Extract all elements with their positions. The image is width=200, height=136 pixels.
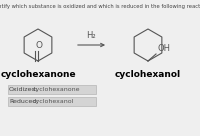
Text: cyclohexanone: cyclohexanone	[33, 87, 80, 92]
FancyBboxPatch shape	[8, 97, 96, 106]
Text: OH: OH	[157, 44, 170, 53]
Text: cyclohexanol: cyclohexanol	[33, 99, 74, 104]
Text: cyclohexanone: cyclohexanone	[0, 70, 76, 79]
Text: Reduced:: Reduced:	[9, 99, 38, 104]
Text: cyclohexanol: cyclohexanol	[115, 70, 181, 79]
Text: O: O	[36, 41, 42, 50]
Text: Identify which substance is oxidized and which is reduced in the following react: Identify which substance is oxidized and…	[0, 4, 200, 9]
Text: H₂: H₂	[86, 31, 96, 40]
Text: Oxidized:: Oxidized:	[9, 87, 38, 92]
FancyBboxPatch shape	[8, 85, 96, 94]
